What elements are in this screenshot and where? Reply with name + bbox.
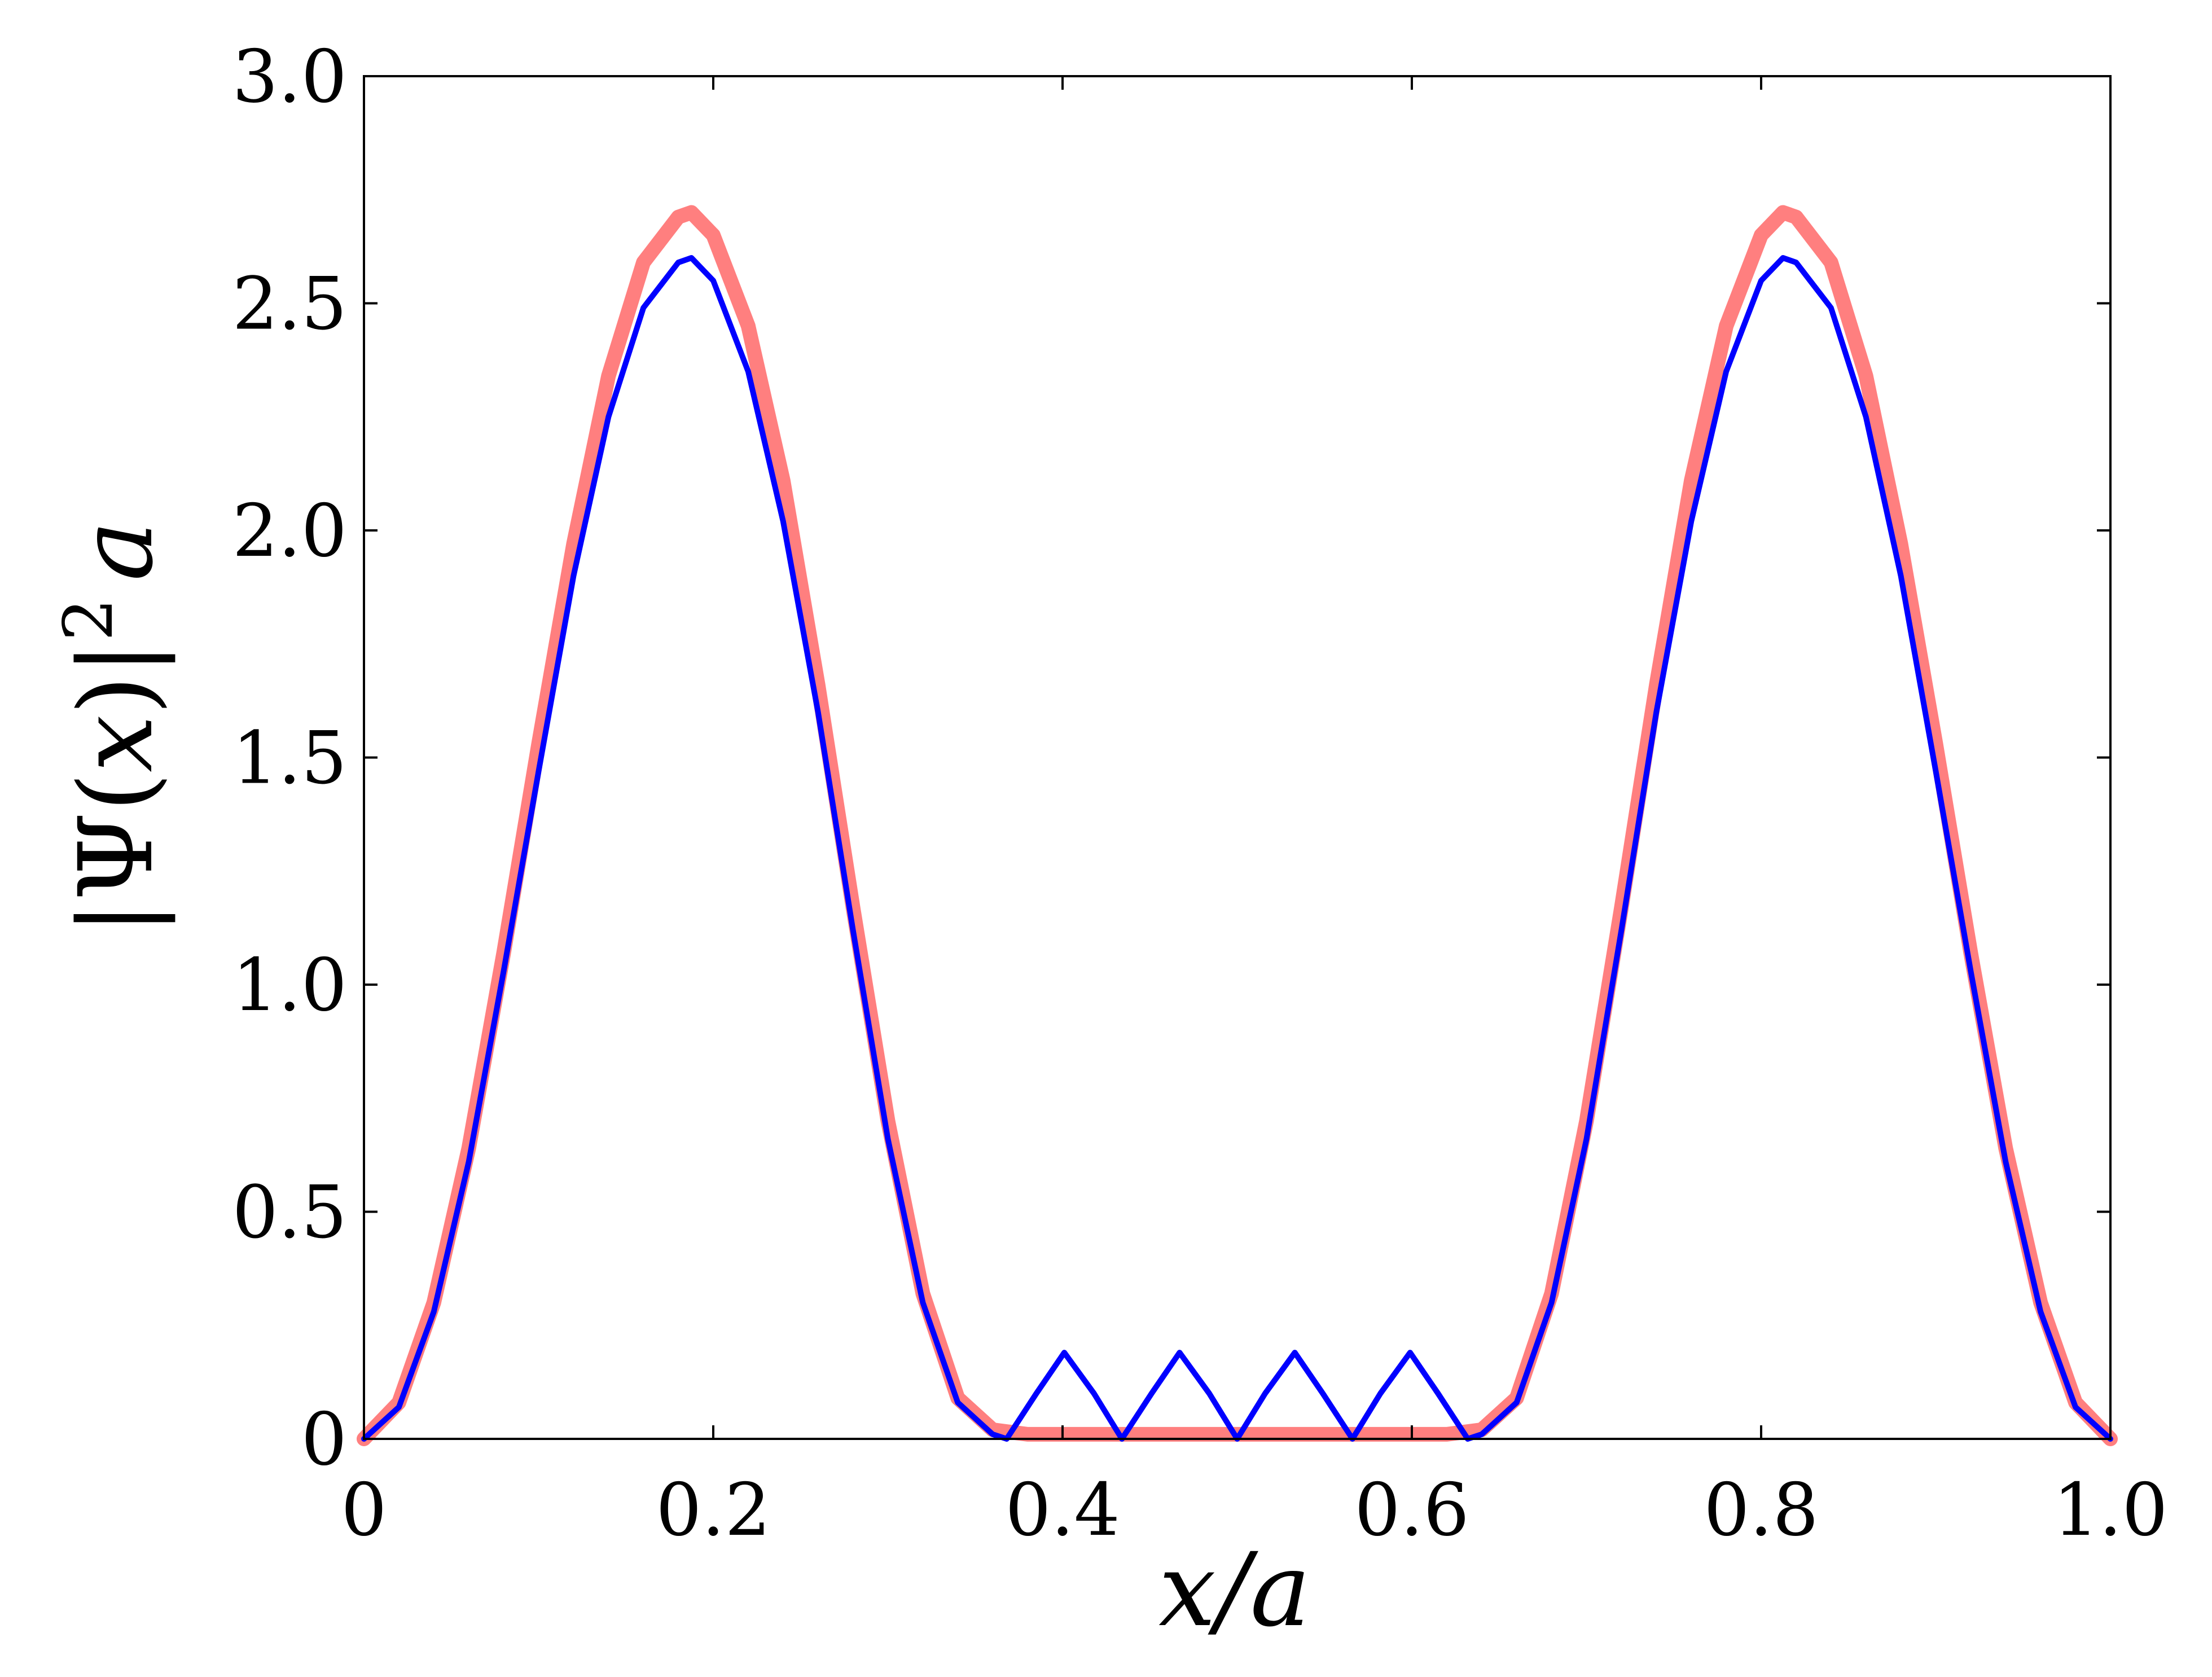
y-axis-label-close: )|: [58, 641, 175, 715]
series-line-1: [357, 205, 2118, 1446]
tick-labels: 0 0.2 0.4 0.6 0.8 1.0 0 0.5 1.0 1.5 2.0 2.5 3.0: [232, 35, 2167, 1552]
y-axis-label-sup: 2: [50, 598, 128, 641]
y-axis-label-tail: a: [58, 521, 175, 581]
ticks: [363, 75, 2112, 1440]
y-tick-label: 0.5: [232, 1171, 347, 1255]
x-tick-label: 0.4: [1005, 1468, 1120, 1552]
x-tick-label: 1.0: [2053, 1468, 2168, 1552]
x-tick-label: 0.6: [1354, 1468, 1469, 1552]
y-axis-label-var: x: [58, 715, 175, 772]
y-tick-label: 1.0: [232, 943, 347, 1028]
y-tick-label: 2.0: [232, 489, 347, 573]
y-tick-label: 0: [301, 1398, 347, 1482]
axes-frame: [363, 75, 2112, 1440]
plot-area: [357, 205, 2118, 1446]
y-axis-label-open: |Ψ(: [58, 772, 175, 936]
x-axis-label: x/a: [1158, 1531, 1310, 1649]
series-line-2: [361, 255, 2113, 1442]
y-tick-label: 1.5: [232, 717, 347, 801]
x-tick-label: 0.8: [1704, 1468, 1819, 1552]
x-tick-label: 0: [341, 1468, 387, 1552]
y-tick-label: 3.0: [232, 35, 347, 119]
x-tick-label: 0.2: [656, 1468, 771, 1552]
y-tick-label: 2.5: [232, 262, 347, 346]
y-axis-label: |Ψ(x)|2 a: [50, 521, 175, 936]
